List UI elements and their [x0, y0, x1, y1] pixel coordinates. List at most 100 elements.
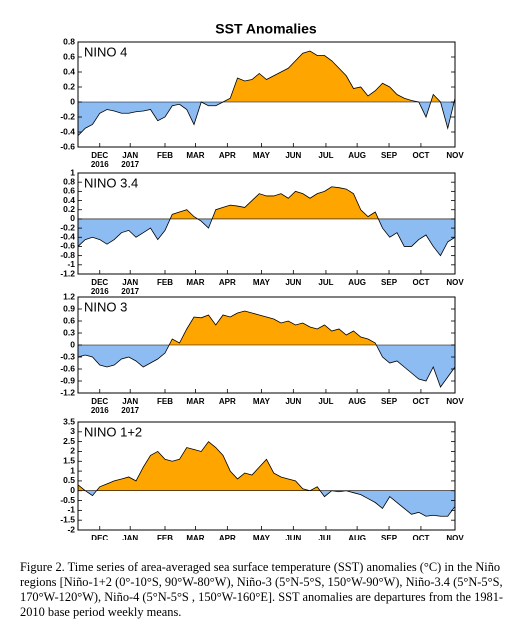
- x-tick-label: MAR: [186, 397, 204, 406]
- y-tick-label: -0.9: [60, 375, 75, 385]
- x-tick-label: JAN: [122, 397, 138, 406]
- x-tick-label: AUG: [348, 534, 366, 540]
- x-tick-label: AUG: [348, 397, 366, 406]
- x-tick-label: OCT: [412, 534, 429, 540]
- x-tick-label: DEC: [91, 278, 108, 287]
- y-tick-label: -1.2: [60, 387, 75, 397]
- y-tick-label: 2: [70, 446, 75, 456]
- anomaly-line: [77, 310, 456, 388]
- x-tick-label: FEB: [157, 397, 173, 406]
- year-label: 2017: [121, 160, 139, 169]
- y-tick-label: 1: [70, 465, 75, 475]
- positive-area: [78, 51, 455, 102]
- y-tick-label: -1.5: [60, 514, 75, 524]
- panel-title: NINO 4: [84, 44, 127, 59]
- x-tick-label: JUL: [318, 278, 333, 287]
- year-label: 2016: [91, 287, 109, 296]
- x-tick-label: NOV: [446, 151, 464, 160]
- y-tick-label: 0: [70, 339, 75, 349]
- x-tick-label: FEB: [157, 278, 173, 287]
- y-tick-label: -1.2: [60, 268, 75, 278]
- x-tick-label: SEP: [381, 534, 398, 540]
- y-tick-label: 0: [70, 213, 75, 223]
- y-tick-label: 0.6: [63, 186, 75, 196]
- y-tick-label: 0.2: [63, 81, 75, 91]
- y-tick-label: -0.6: [60, 363, 75, 373]
- x-tick-label: JAN: [122, 151, 138, 160]
- panel-title: NINO 3.4: [84, 175, 138, 190]
- negative-area: [78, 218, 455, 256]
- x-tick-label: APR: [219, 534, 236, 540]
- year-label: 2017: [121, 406, 139, 415]
- y-tick-label: -0.3: [60, 351, 75, 361]
- negative-area: [78, 102, 455, 136]
- caption: Figure 2. Time series of area-averaged s…: [20, 560, 504, 619]
- panel-title: NINO 3: [84, 299, 127, 314]
- x-tick-label: JUL: [318, 534, 333, 540]
- x-tick-label: SEP: [381, 278, 398, 287]
- y-tick-label: 0.4: [63, 195, 75, 205]
- y-tick-label: 0: [70, 485, 75, 495]
- year-label: 2016: [91, 406, 109, 415]
- y-tick-label: -0.2: [60, 111, 75, 121]
- negative-area: [78, 345, 455, 387]
- y-tick-label: -0.6: [60, 241, 75, 251]
- plot-frame: [77, 41, 456, 148]
- positive-area: [78, 441, 455, 491]
- x-tick-label: MAY: [253, 534, 271, 540]
- y-tick-label: 1: [70, 167, 75, 177]
- x-tick-label: APR: [219, 151, 236, 160]
- anomaly-line: [77, 50, 456, 137]
- x-tick-label: MAY: [253, 278, 271, 287]
- x-tick-label: APR: [219, 278, 236, 287]
- x-tick-label: OCT: [412, 397, 429, 406]
- negative-area: [85, 490, 455, 517]
- x-tick-label: MAR: [186, 278, 204, 287]
- x-tick-label: JUN: [285, 534, 301, 540]
- x-tick-label: FEB: [157, 151, 173, 160]
- y-tick-label: 0.3: [63, 327, 75, 337]
- x-tick-label: AUG: [348, 151, 366, 160]
- panel-title: NINO 1+2: [84, 424, 142, 439]
- x-tick-label: NOV: [446, 278, 464, 287]
- y-tick-label: 1.5: [63, 456, 75, 466]
- positive-area: [78, 186, 455, 219]
- y-tick-label: 0.8: [63, 36, 75, 46]
- x-tick-label: SEP: [381, 397, 398, 406]
- x-tick-label: JUL: [318, 151, 333, 160]
- x-tick-label: OCT: [412, 151, 429, 160]
- x-tick-label: JUN: [285, 278, 301, 287]
- anomaly-line: [77, 186, 456, 257]
- y-tick-label: 0.9: [63, 303, 75, 313]
- y-tick-label: 0.6: [63, 51, 75, 61]
- x-tick-label: JAN: [122, 534, 138, 540]
- x-tick-label: JAN: [122, 278, 138, 287]
- x-tick-label: MAY: [253, 151, 271, 160]
- y-tick-label: -0.6: [60, 141, 75, 151]
- y-tick-label: 2.5: [63, 436, 75, 446]
- x-tick-label: JUN: [285, 397, 301, 406]
- x-tick-label: MAY: [253, 397, 271, 406]
- x-tick-label: DEC: [91, 151, 108, 160]
- y-tick-label: 0.8: [63, 176, 75, 186]
- positive-area: [78, 311, 455, 345]
- y-tick-label: -1: [67, 505, 75, 515]
- x-tick-label: JUN: [285, 151, 301, 160]
- x-tick-label: NOV: [446, 534, 464, 540]
- figure-title: SST Anomalies: [215, 21, 317, 37]
- y-tick-label: -1: [67, 259, 75, 269]
- x-tick-label: DEC: [91, 397, 108, 406]
- anomaly-line: [77, 441, 456, 517]
- y-tick-label: -2: [67, 524, 75, 534]
- y-tick-label: 1.2: [63, 291, 75, 301]
- plot-frame: [77, 421, 456, 531]
- y-tick-label: 0.5: [63, 475, 75, 485]
- figure: SST Anomalies -0.6-0.4-0.200.20.40.60.8D…: [60, 21, 464, 540]
- y-tick-label: -0.5: [60, 495, 75, 505]
- year-label: 2017: [121, 287, 139, 296]
- plot-frame: [77, 172, 456, 275]
- y-tick-label: 0.4: [63, 66, 75, 76]
- y-tick-label: 3.5: [63, 416, 75, 426]
- x-tick-label: DEC: [91, 534, 108, 540]
